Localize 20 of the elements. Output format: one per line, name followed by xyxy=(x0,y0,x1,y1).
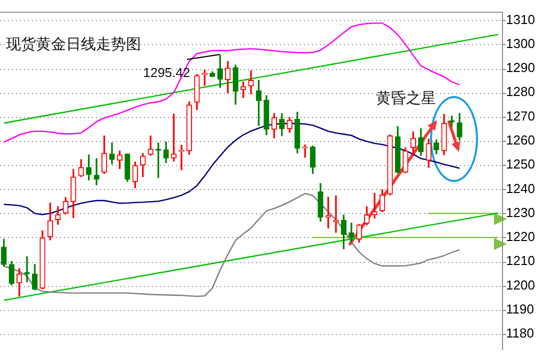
candlestick xyxy=(372,192,378,218)
candlestick xyxy=(333,195,339,233)
y-tick-label: 1300 xyxy=(506,36,535,51)
y-tick-label: 1230 xyxy=(506,204,535,220)
y-tick-label: 1310 xyxy=(506,12,535,27)
y-tick-label: 1190 xyxy=(506,301,534,316)
candlestick xyxy=(94,158,100,186)
y-tick-label: 1180 xyxy=(506,326,534,341)
y-tick-label: 1210 xyxy=(506,253,535,268)
y-tick-label: 1280 xyxy=(506,84,535,100)
y-tick-label: 1250 xyxy=(506,156,535,172)
candlestick xyxy=(302,144,308,158)
y-tick-label: 1270 xyxy=(506,108,535,124)
y-tick-label: 1220 xyxy=(506,229,535,244)
y-tick-label: 1260 xyxy=(506,132,535,148)
y-tick-label: 1290 xyxy=(506,60,535,76)
y-tick-label: 1240 xyxy=(506,180,535,196)
y-tick-label: 1200 xyxy=(506,277,535,292)
text: 现货黄金日线走势图 xyxy=(6,35,141,54)
annotation: 黄昏之星 xyxy=(376,89,436,108)
